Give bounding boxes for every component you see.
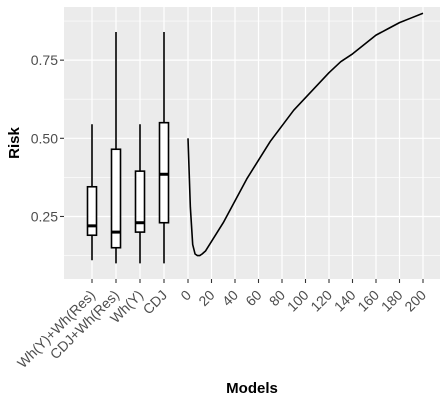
x-axis: Wh(Y)+Wh(Res)CDJ+Wh(Res)Wh(Y)CDJ 0 20 40 60 8… (14, 279, 429, 371)
y-tick-label: 0.75 (31, 52, 58, 68)
y-axis-title: Risk (6, 127, 23, 159)
box-iqr (158, 121, 170, 224)
box-iqr (110, 148, 122, 249)
x-tick-label: 100 (284, 287, 312, 315)
x-tick-label: 40 (219, 287, 241, 309)
x-tick-label: 180 (378, 287, 406, 315)
x-tick-label: CDJ (140, 287, 171, 318)
box-iqr (134, 170, 146, 233)
plot-panel (64, 7, 440, 279)
x-tick-label: 60 (242, 287, 264, 309)
x-tick-label: 140 (331, 287, 359, 315)
boxplot (158, 32, 170, 264)
x-tick-label: 20 (195, 287, 217, 309)
x-tick-label: 200 (401, 287, 429, 315)
x-tick-label: 120 (307, 287, 335, 315)
risk-line-series (187, 12, 424, 257)
boxplot (134, 124, 146, 264)
boxplot (110, 32, 122, 264)
x-tick-label: 160 (354, 287, 382, 315)
y-axis: 0.25 0.50 0.75 (31, 52, 64, 224)
boxplot (86, 124, 98, 261)
boxplots (86, 32, 170, 264)
y-tick-label: 0.50 (31, 130, 58, 146)
box-iqr (86, 185, 98, 237)
minor-gridlines (64, 20, 440, 256)
y-tick-label: 0.25 (31, 208, 58, 224)
x-tick-label: 0 (177, 287, 194, 304)
x-axis-title: Models (226, 380, 278, 397)
